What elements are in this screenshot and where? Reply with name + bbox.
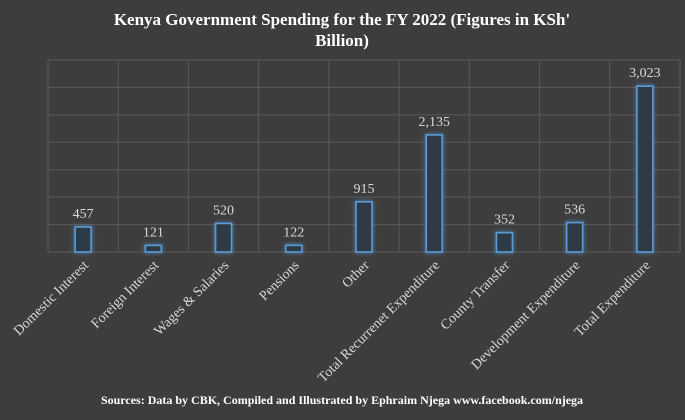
chart-title-line-2: Billion) [315,31,369,50]
bar [284,244,303,253]
chart-title-line-1: Kenya Government Spending for the FY 202… [114,10,570,29]
bar-value-label: 536 [564,203,585,218]
bar [425,134,444,253]
bar-value-label: 3,023 [629,66,661,81]
bar [74,226,92,253]
bar [144,244,163,253]
bar [565,221,584,253]
bar-value-label: 2,135 [418,115,450,130]
bar-value-label: 457 [73,207,94,222]
bar [214,222,233,253]
source-caption: Sources: Data by CBK, Compiled and Illus… [101,393,583,407]
bars [74,85,654,253]
bar [355,201,373,253]
bar-value-label: 122 [283,225,304,240]
bar-value-label: 121 [143,225,164,240]
bar-value-label: 915 [354,182,375,197]
bar [495,231,514,253]
bar [636,85,654,253]
bar-value-label: 520 [213,203,234,218]
bar-value-label: 352 [494,213,515,228]
data-labels: 457 121 520 122 915 2,135 352 536 3,023 [73,66,661,240]
